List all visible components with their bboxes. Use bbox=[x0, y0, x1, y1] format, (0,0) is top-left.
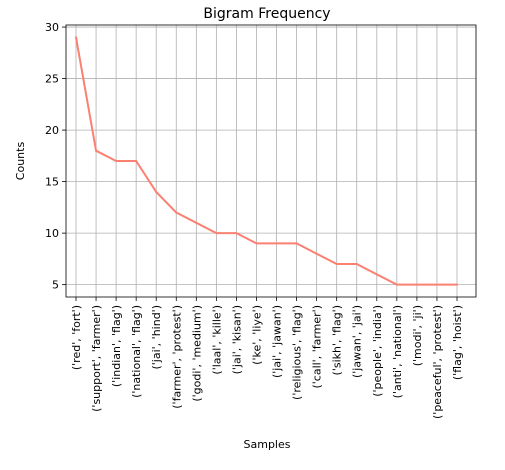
data-point bbox=[195, 221, 198, 224]
y-tick-label: 30 bbox=[45, 21, 59, 34]
y-tick-label: 20 bbox=[45, 124, 59, 137]
x-tick-label: ('people', 'india') bbox=[371, 305, 384, 397]
data-point bbox=[295, 242, 298, 245]
y-tick-label: 25 bbox=[45, 73, 59, 86]
x-tick-label: ('jawan', 'jai') bbox=[351, 305, 364, 378]
x-tick-label: ('ke', 'liye') bbox=[250, 305, 263, 365]
y-tick-label: 15 bbox=[45, 176, 59, 189]
data-point bbox=[135, 160, 138, 162]
x-axis-title: Samples bbox=[244, 438, 291, 451]
y-tick-label: 5 bbox=[52, 279, 59, 292]
data-point bbox=[175, 211, 178, 214]
data-point bbox=[375, 273, 378, 276]
x-tick-label: ('religious', 'flag') bbox=[291, 305, 304, 400]
x-tick-label: ('indian', 'flag') bbox=[110, 305, 123, 387]
data-point bbox=[155, 190, 158, 193]
chart-title: Bigram Frequency bbox=[203, 6, 330, 22]
x-tick-label: ('jai', 'jawan') bbox=[271, 305, 284, 378]
data-point bbox=[415, 283, 418, 286]
x-tick-label: ('peaceful', 'protest') bbox=[431, 305, 444, 419]
y-tick-label: 10 bbox=[45, 227, 59, 240]
data-point bbox=[315, 252, 318, 255]
x-tick-label: ('sikh', 'flag') bbox=[331, 305, 344, 375]
data-point bbox=[395, 283, 398, 286]
x-tick-label: ('call', 'farmer') bbox=[311, 305, 324, 389]
x-tick-label: ('jai', 'kisan') bbox=[230, 305, 243, 374]
data-point bbox=[435, 283, 438, 286]
x-tick-label: ('support', 'farmer') bbox=[90, 305, 103, 412]
x-tick-label: ('flag', 'hoist') bbox=[451, 305, 464, 380]
data-point bbox=[355, 263, 358, 266]
ticks-layer: ('red', 'fort') ('support', 'farmer') ('in… bbox=[45, 21, 464, 419]
x-tick-label: ('modi', 'ji') bbox=[411, 305, 424, 366]
grid-layer bbox=[66, 25, 476, 297]
data-point bbox=[215, 232, 218, 235]
x-tick-label: ('farmer', 'protest') bbox=[170, 305, 183, 409]
data-point bbox=[335, 263, 338, 266]
x-tick-label: ('red', 'fort') bbox=[70, 305, 83, 370]
x-tick-label: ('jai', 'hind') bbox=[150, 305, 163, 370]
y-axis-title: Counts bbox=[14, 142, 27, 181]
x-tick-label: ('godi', 'medium') bbox=[190, 305, 203, 402]
x-tick-label: ('national', 'flag') bbox=[130, 305, 143, 398]
data-point bbox=[255, 242, 258, 245]
frequency-line bbox=[75, 36, 458, 286]
x-tick-label: ('anti', 'national') bbox=[391, 305, 404, 398]
plot-frame bbox=[65, 24, 477, 298]
data-point bbox=[275, 242, 278, 245]
data-point bbox=[456, 283, 458, 286]
data-point bbox=[75, 36, 77, 39]
data-point bbox=[235, 232, 238, 235]
x-tick-label: ('laal', 'kille') bbox=[210, 305, 223, 375]
data-point bbox=[115, 160, 118, 162]
series-layer bbox=[75, 36, 458, 286]
data-point bbox=[95, 149, 98, 152]
